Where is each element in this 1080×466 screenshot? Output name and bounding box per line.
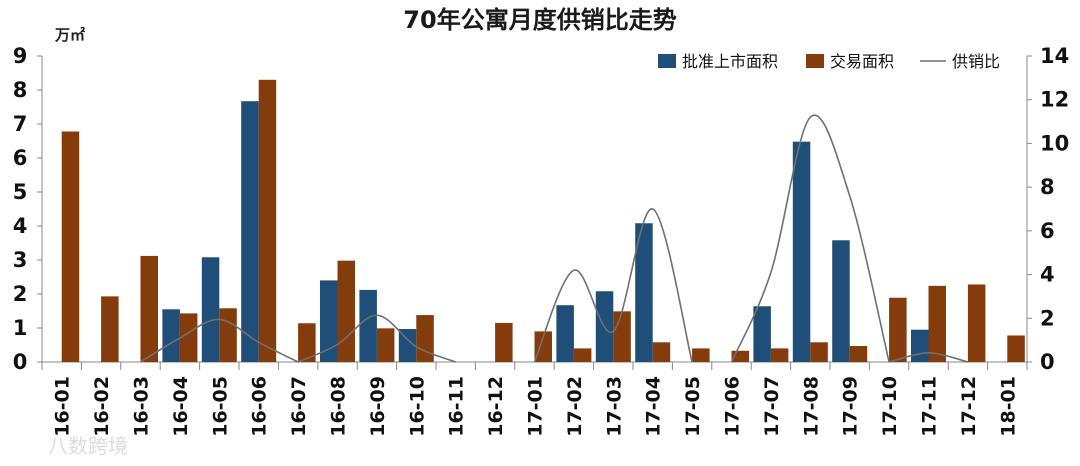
x-tick-label: 16-08 — [328, 376, 350, 437]
legend-label-transaction: 交易面积 — [830, 52, 894, 71]
x-tick-label: 17-03 — [603, 376, 625, 437]
bar-approved — [753, 306, 771, 362]
x-tick-label: 16-02 — [91, 376, 113, 437]
y2-tick-label: 6 — [1040, 219, 1055, 243]
bar-transaction — [258, 79, 277, 363]
bar-approved — [398, 329, 417, 362]
bar-transaction — [416, 315, 434, 362]
ratio-line-segment — [888, 351, 969, 363]
x-tick-label: 17-07 — [761, 376, 783, 437]
bar-approved — [359, 289, 377, 362]
y-tick-label: 9 — [13, 44, 28, 68]
bar-transaction — [376, 328, 395, 362]
ratio-line-segment — [140, 318, 299, 363]
legend-swatch-transaction — [806, 54, 824, 68]
legend-label-ratio: 供销比 — [952, 52, 1000, 71]
y-tick-label: 1 — [13, 316, 28, 340]
bar-transaction — [337, 260, 355, 362]
y-tick-label: 7 — [13, 112, 28, 136]
bar-transaction — [61, 131, 80, 362]
watermark: 八数跨境 — [48, 434, 128, 458]
y-tick-label: 0 — [13, 350, 28, 374]
bar-transaction — [928, 285, 946, 362]
bar-transaction — [573, 348, 592, 362]
bar-approved — [201, 257, 220, 362]
y2-tick-label: 8 — [1040, 175, 1055, 199]
x-tick-label: 17-01 — [525, 376, 547, 437]
x-tick-label: 17-05 — [682, 376, 704, 437]
y2-tick-label: 0 — [1040, 350, 1055, 374]
bar-transaction — [849, 346, 868, 362]
bar-transaction — [219, 308, 237, 362]
y2-tick-label: 10 — [1040, 131, 1069, 155]
x-tick-label: 16-09 — [367, 376, 389, 437]
x-tick-label: 17-12 — [958, 376, 980, 437]
bar-transaction — [298, 323, 316, 362]
x-tick-label: 16-05 — [209, 376, 231, 437]
ratio-line-segment — [533, 208, 693, 363]
x-tick-label: 16-01 — [52, 376, 74, 437]
bar-approved — [320, 280, 338, 362]
x-tick-label: 17-06 — [722, 376, 744, 437]
bar-transaction — [1007, 335, 1025, 362]
x-axis-ticks: 16-01 16-02 16-03 16-04 16-05 16-06 16-07 16-08… — [52, 376, 1020, 437]
x-tick-label: 17-08 — [800, 376, 822, 437]
x-tick-label: 17-04 — [643, 376, 665, 437]
bar-approved — [832, 240, 850, 362]
x-tick-label: 16-03 — [131, 376, 153, 437]
bar-transaction — [889, 297, 907, 362]
bar-approved — [162, 309, 180, 362]
bar-transaction — [101, 296, 119, 362]
x-tick-label: 18-01 — [997, 376, 1019, 437]
bar-transaction — [495, 322, 513, 362]
chart-title: 70年公寓月度供销比走势 — [403, 6, 676, 34]
x-tick-label: 17-02 — [564, 376, 586, 437]
bar-transaction — [770, 348, 789, 362]
ratio-line — [140, 114, 969, 363]
y2-tick-label: 4 — [1040, 263, 1055, 287]
x-tick-label: 16-06 — [249, 376, 271, 437]
bar-transaction — [967, 284, 986, 362]
y2-tick-label: 14 — [1040, 44, 1069, 68]
x-tick-label: 17-09 — [840, 376, 862, 437]
y-tick-label: 4 — [13, 214, 28, 238]
x-tick-label: 16-04 — [170, 376, 192, 437]
x-tick-label: 17-10 — [879, 376, 901, 437]
legend: 批准上市面积 交易面积 供销比 — [658, 52, 1000, 71]
y-tick-label: 3 — [13, 248, 28, 272]
y-tick-label: 6 — [13, 146, 28, 170]
x-tick-label: 16-11 — [446, 376, 468, 437]
legend-label-approved: 批准上市面积 — [682, 52, 778, 71]
bar-approved — [792, 141, 811, 362]
y2-tick-label: 2 — [1040, 306, 1055, 330]
ratio-line-segment — [730, 114, 890, 363]
bar-transaction — [652, 342, 671, 362]
bar-approved — [911, 329, 929, 362]
y-tick-label: 5 — [13, 180, 28, 204]
x-tick-label: 16-07 — [288, 376, 310, 437]
x-tick-label: 16-10 — [406, 376, 428, 437]
ratio-line-segment — [297, 314, 456, 363]
bars — [61, 79, 1025, 363]
x-tick-label: 16-12 — [485, 376, 507, 437]
bar-transaction — [140, 255, 158, 362]
y-axis-unit: 万㎡ — [54, 26, 85, 44]
bar-approved — [556, 305, 574, 362]
bar-transaction — [534, 331, 552, 362]
bar-transaction — [179, 313, 198, 362]
x-tick-label: 17-11 — [919, 376, 941, 437]
bar-transaction — [692, 348, 710, 362]
bar-transaction — [613, 311, 631, 362]
legend-swatch-approved — [658, 54, 676, 68]
bar-transaction — [731, 350, 749, 362]
y-tick-label: 2 — [13, 282, 28, 306]
y-tick-label: 8 — [13, 78, 28, 102]
bar-transaction — [810, 342, 828, 362]
bar-approved — [635, 223, 653, 362]
y2-tick-label: 12 — [1040, 88, 1069, 112]
bar-approved — [241, 101, 259, 362]
